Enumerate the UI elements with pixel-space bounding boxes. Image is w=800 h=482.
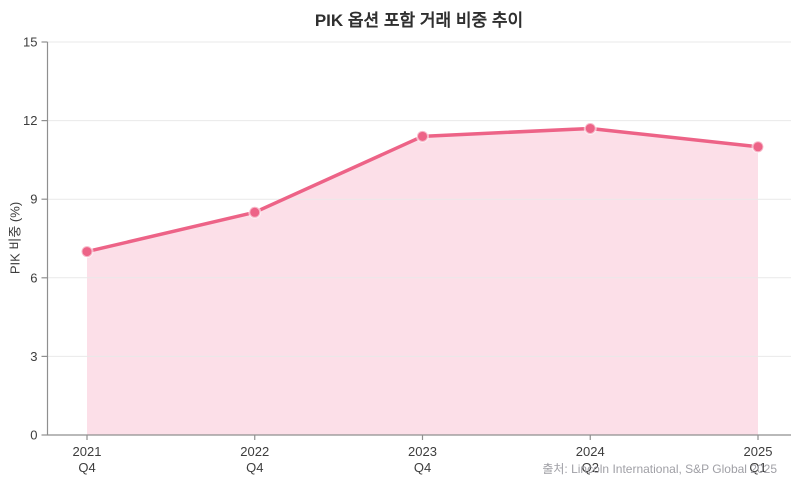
y-tick-label: 12 bbox=[23, 113, 37, 128]
x-tick-label: 2024 Q2 bbox=[576, 444, 605, 475]
x-tick-label: 2023 Q4 bbox=[408, 444, 437, 475]
x-tick-label: 2025 Q1 bbox=[744, 444, 773, 475]
y-tick-label: 15 bbox=[23, 35, 37, 50]
y-tick-label: 3 bbox=[30, 349, 37, 364]
y-tick-label: 9 bbox=[30, 192, 37, 207]
data-point bbox=[583, 121, 597, 135]
y-tick-label: 0 bbox=[30, 428, 37, 443]
data-point bbox=[751, 140, 765, 154]
source-note: 출처: Lincoln International, S&P Global 20… bbox=[542, 462, 777, 476]
y-tick-label: 6 bbox=[30, 270, 37, 285]
area-fill bbox=[87, 128, 758, 435]
data-point bbox=[80, 245, 94, 259]
x-tick-label: 2022 Q4 bbox=[240, 444, 269, 475]
chart-title: PIK 옵션 포함 거래 비중 추이 bbox=[314, 11, 524, 30]
data-point bbox=[248, 205, 262, 219]
data-point bbox=[416, 129, 429, 143]
x-tick-label: 2021 Q4 bbox=[73, 444, 102, 475]
